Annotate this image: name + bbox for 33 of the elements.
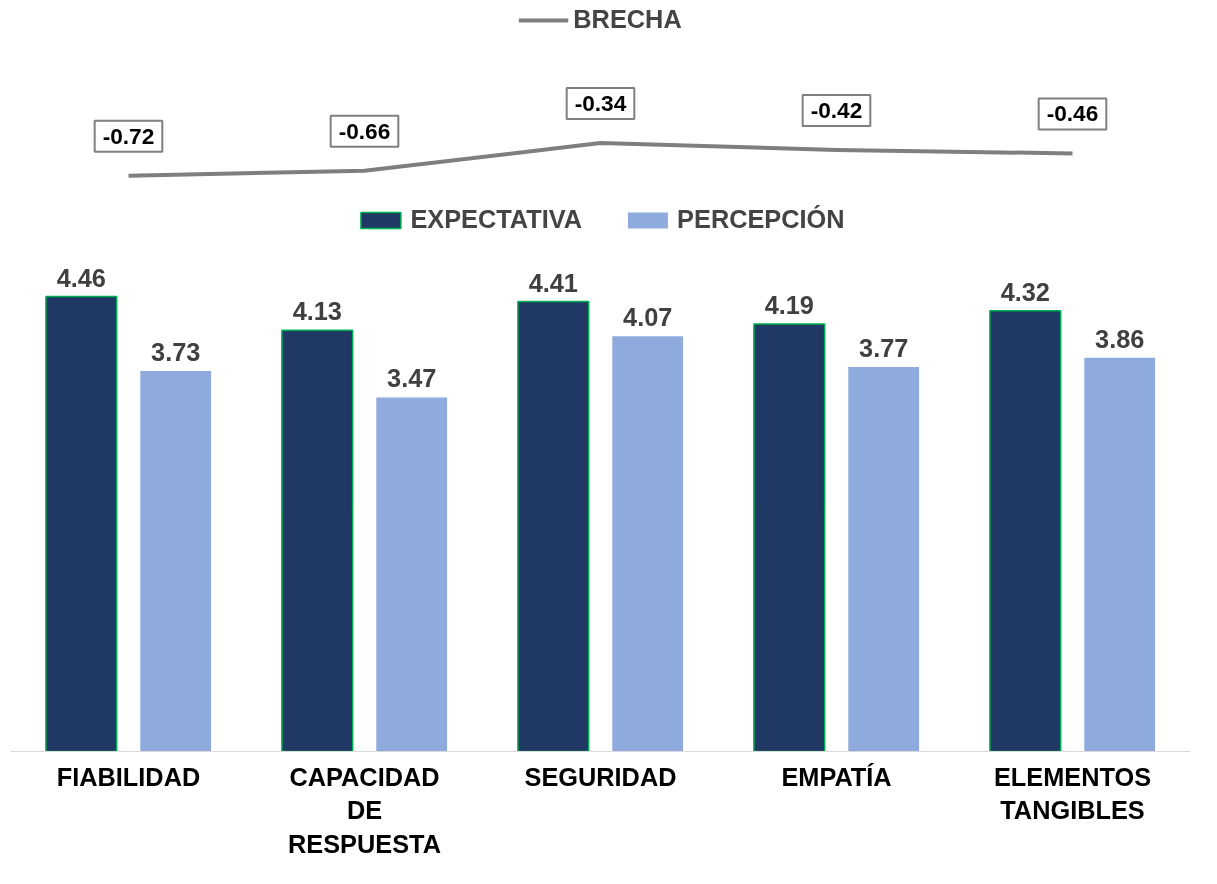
x-tick-label: SEGURIDAD — [524, 762, 677, 791]
bar — [140, 370, 212, 752]
data-label: 4.32 — [1000, 277, 1050, 306]
data-label: 4.07 — [623, 303, 673, 332]
bar — [376, 397, 448, 752]
data-label: 3.47 — [387, 364, 437, 393]
data-label: -0.46 — [1046, 100, 1099, 127]
data-label: 3.86 — [1095, 324, 1145, 353]
data-label: 4.41 — [528, 268, 578, 297]
x-tick-label: EMPATÍA — [781, 762, 892, 791]
x-tick-label: FIABILIDAD — [56, 762, 201, 791]
data-label: -0.66 — [338, 117, 391, 144]
bar — [989, 310, 1062, 752]
bar — [848, 366, 920, 752]
legend-label: PERCEPCIÓN — [677, 205, 845, 234]
data-label: 3.73 — [151, 337, 201, 366]
data-label: -0.34 — [574, 90, 627, 117]
bar — [45, 295, 118, 752]
bar — [753, 323, 826, 752]
bar — [1084, 357, 1156, 752]
data-label: 3.77 — [859, 333, 909, 362]
data-label: 4.13 — [292, 297, 342, 326]
bar — [517, 300, 590, 752]
legend-label: EXPECTATIVA — [410, 205, 583, 234]
data-label: -0.42 — [810, 96, 863, 123]
legend-label: BRECHA — [573, 5, 682, 34]
bar — [281, 329, 354, 752]
x-tick-label: ELEMENTOS TANGIBLES — [993, 762, 1152, 825]
data-label: 4.19 — [764, 291, 814, 320]
data-label: 4.46 — [56, 263, 106, 292]
x-tick-label: CAPACIDAD DE RESPUESTA — [288, 762, 441, 858]
bar — [612, 336, 684, 752]
data-label: -0.72 — [102, 122, 155, 149]
